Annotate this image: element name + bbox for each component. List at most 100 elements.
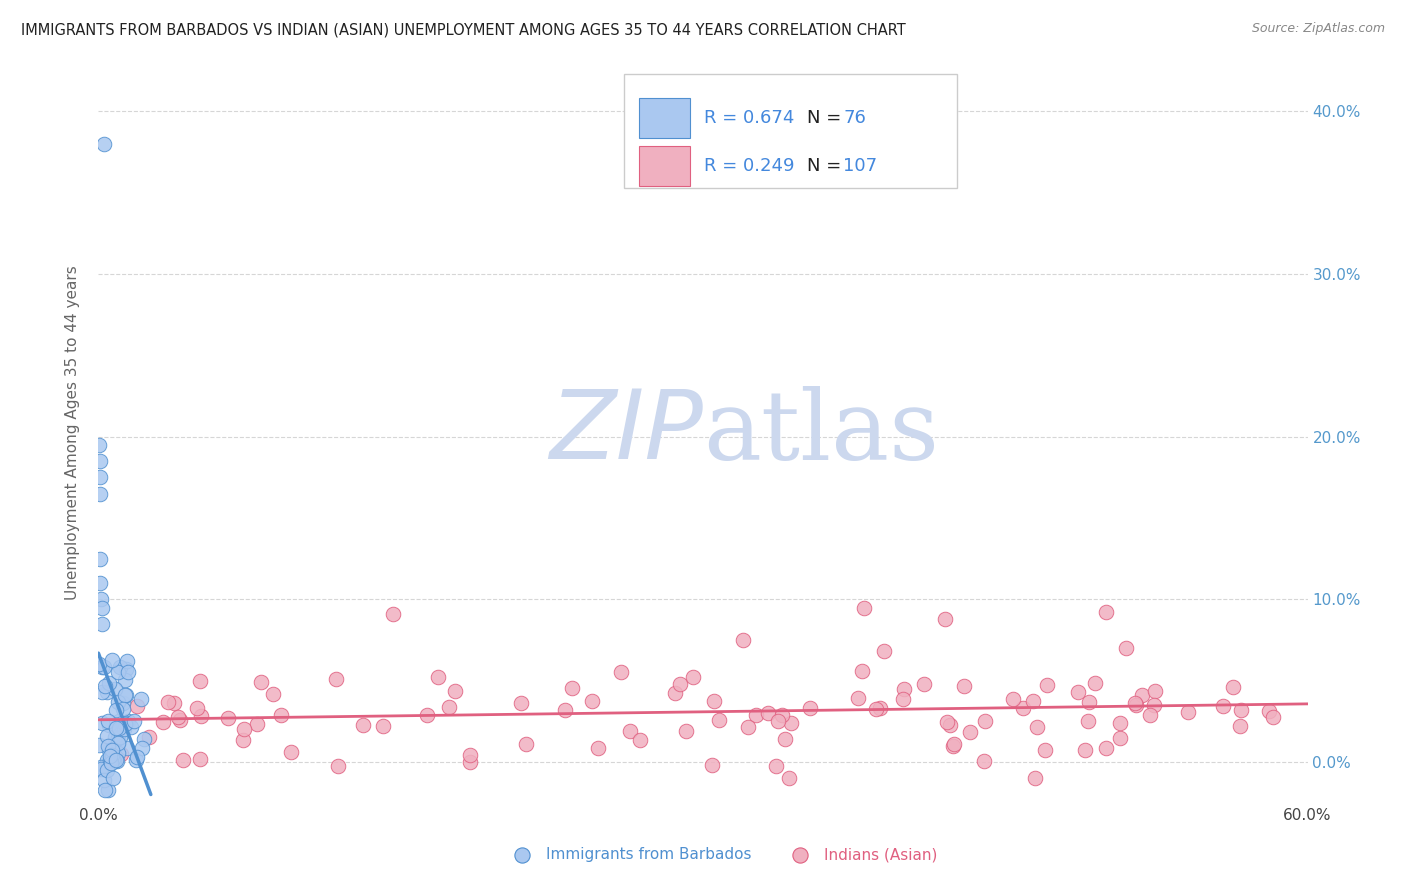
- Bar: [638, 97, 690, 138]
- Point: [1036, 678, 1059, 692]
- Point: [891, 692, 914, 706]
- Point: [190, 709, 212, 723]
- Point: [1078, 694, 1101, 708]
- Point: [669, 677, 692, 691]
- Point: [98, 748, 121, 763]
- Point: [1033, 743, 1056, 757]
- Point: [865, 702, 887, 716]
- Point: [190, 752, 212, 766]
- Point: [702, 757, 724, 772]
- Text: R = 0.249: R = 0.249: [704, 157, 794, 175]
- Point: [942, 739, 965, 754]
- Point: [172, 753, 194, 767]
- Point: [1258, 704, 1281, 718]
- Point: [167, 710, 190, 724]
- Point: [117, 714, 139, 728]
- Point: [426, 670, 449, 684]
- Point: [108, 721, 131, 735]
- Point: [1108, 731, 1130, 745]
- Point: [93, 679, 115, 693]
- Point: [793, 869, 815, 883]
- Point: [702, 693, 724, 707]
- Point: [232, 732, 254, 747]
- Point: [766, 714, 789, 728]
- Point: [232, 723, 254, 737]
- Point: [134, 731, 156, 746]
- Point: [89, 470, 111, 484]
- Point: [778, 771, 800, 785]
- Point: [89, 576, 111, 591]
- Point: [1125, 698, 1147, 713]
- Point: [1115, 640, 1137, 655]
- Point: [1222, 680, 1244, 694]
- Point: [773, 732, 796, 747]
- Point: [114, 688, 136, 702]
- Point: [1130, 688, 1153, 702]
- Point: [1094, 740, 1116, 755]
- Point: [107, 731, 129, 746]
- Point: [90, 716, 112, 731]
- Point: [250, 674, 273, 689]
- Point: [101, 743, 124, 757]
- Point: [1095, 606, 1118, 620]
- Point: [270, 708, 292, 723]
- Point: [117, 665, 139, 679]
- Point: [114, 716, 136, 731]
- Point: [779, 715, 801, 730]
- Point: [217, 711, 239, 725]
- Point: [104, 753, 127, 767]
- Point: [105, 721, 128, 735]
- Point: [90, 660, 112, 674]
- Point: [104, 681, 127, 696]
- Point: [437, 700, 460, 714]
- Point: [89, 486, 111, 500]
- Point: [460, 755, 482, 769]
- Text: R = 0.674: R = 0.674: [704, 109, 794, 127]
- Point: [246, 717, 269, 731]
- Point: [1177, 705, 1199, 719]
- Point: [1022, 694, 1045, 708]
- Point: [1067, 685, 1090, 699]
- Text: 76: 76: [844, 109, 866, 127]
- Point: [110, 747, 132, 762]
- Point: [156, 695, 179, 709]
- Point: [664, 686, 686, 700]
- Point: [93, 783, 115, 797]
- Point: [114, 689, 136, 703]
- Point: [87, 738, 110, 752]
- Point: [1012, 701, 1035, 715]
- Point: [186, 701, 208, 715]
- Point: [846, 691, 869, 706]
- Point: [1001, 692, 1024, 706]
- Point: [111, 702, 134, 716]
- Bar: [638, 145, 690, 186]
- Point: [89, 657, 111, 671]
- Point: [554, 703, 576, 717]
- Point: [756, 706, 779, 720]
- Point: [89, 454, 111, 468]
- Point: [628, 732, 651, 747]
- Point: [103, 754, 125, 768]
- Point: [98, 743, 121, 757]
- Point: [162, 696, 184, 710]
- Point: [1026, 720, 1049, 734]
- Point: [581, 694, 603, 708]
- Point: [943, 737, 966, 751]
- Point: [101, 751, 124, 765]
- Point: [114, 673, 136, 687]
- Point: [93, 773, 115, 788]
- Point: [1230, 703, 1253, 717]
- Point: [953, 679, 976, 693]
- Point: [936, 714, 959, 729]
- Point: [131, 741, 153, 756]
- Point: [939, 717, 962, 731]
- Point: [1256, 869, 1278, 883]
- Point: [97, 676, 120, 690]
- Point: [97, 714, 120, 729]
- Point: [122, 714, 145, 728]
- Point: [100, 653, 122, 667]
- Point: [138, 730, 160, 744]
- Point: [112, 722, 135, 736]
- Point: [262, 687, 284, 701]
- Text: N =: N =: [807, 157, 841, 175]
